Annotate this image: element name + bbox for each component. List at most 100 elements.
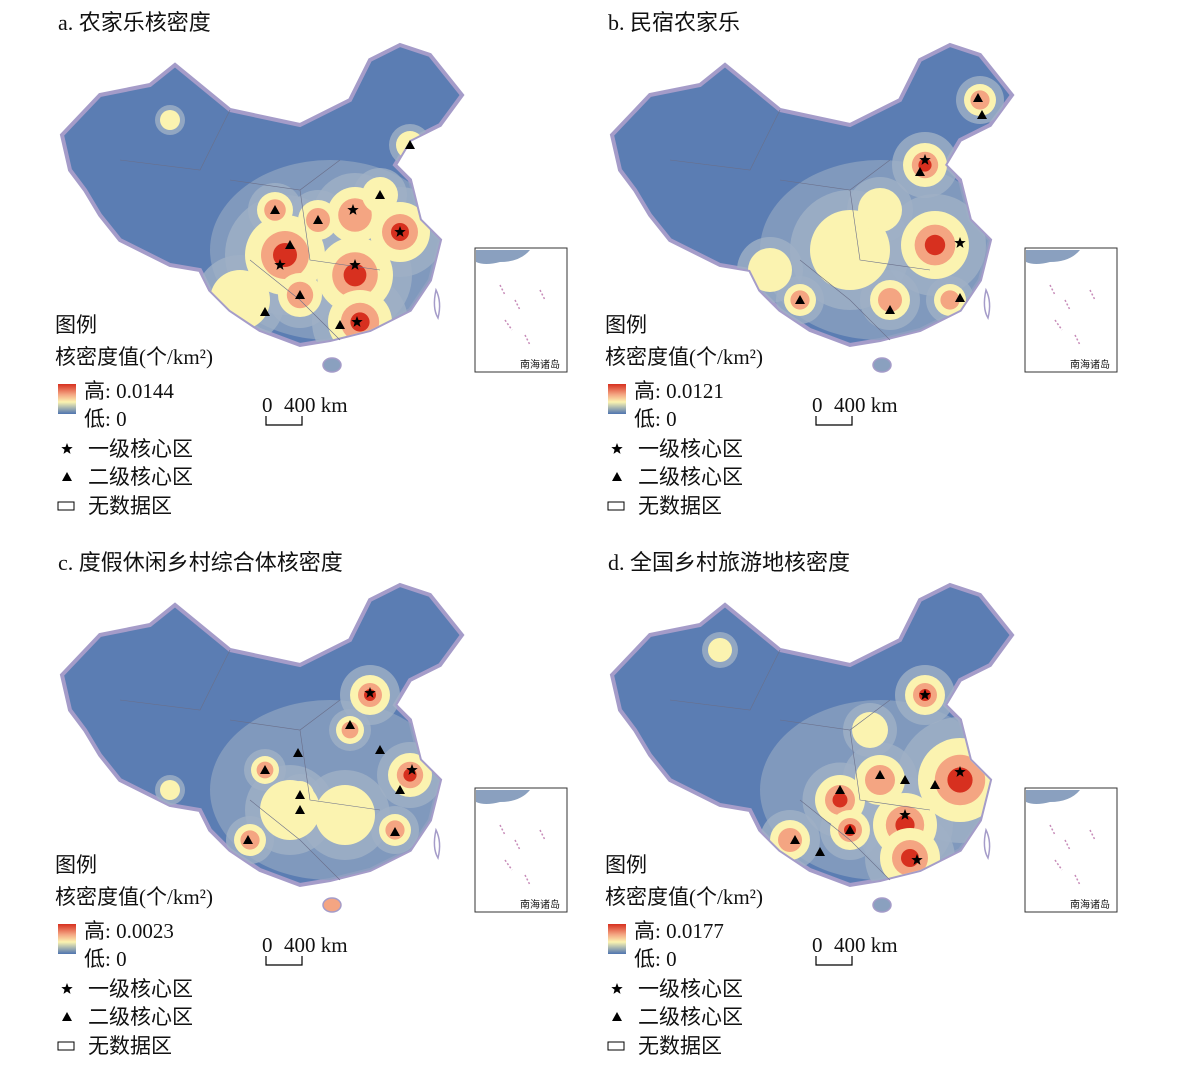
density-spot [924,234,946,256]
core-1-marker [954,766,966,777]
core-1-marker [406,764,418,775]
core-2-marker [405,140,415,149]
scale-label: 400 km [834,933,898,957]
density-spot [708,638,732,662]
core-2-marker [977,110,987,119]
legend-star [611,443,623,454]
hainan [872,897,892,913]
panel-title: c. 度假休闲乡村综合体核密度 [58,550,343,575]
inset-coast [476,790,530,804]
density-spot [858,188,902,232]
legend-core2: 二级核心区 [638,465,743,489]
legend-nodata-label: 无数据区 [638,494,722,518]
province-lines [669,649,931,881]
density-layer [155,105,450,345]
core-1-marker [351,316,363,327]
hainan [322,897,342,913]
legend-core1: 一级核心区 [88,977,193,1001]
density-spot [315,785,375,845]
core-1-marker [349,259,361,270]
core-2-marker [295,805,305,814]
inset-coast [1026,790,1080,804]
panel-title: a. 农家乐核密度 [58,10,211,35]
core-2-marker [973,93,983,102]
legend-title: 图例 [605,853,647,877]
legend-nodata-label: 无数据区 [88,494,172,518]
legend-triangle [612,1012,622,1021]
core-2-marker [395,785,405,794]
inset-frame [474,247,568,373]
core-2-marker [285,240,295,249]
legend-gradient [608,384,626,414]
legend-high: 高: 0.0023 [84,919,174,943]
legend-low: 低: 0 [634,407,677,431]
scale-zero: 0 [812,933,823,957]
density-spot [160,780,180,800]
legend-nodata [57,1041,75,1051]
core-1-marker [911,854,923,865]
core-2-marker [243,835,253,844]
inset-coast [1026,250,1080,264]
legend-nodata [607,501,625,511]
density-layer [737,76,1004,340]
core-2-marker [815,847,825,856]
inset-label: 南海诸岛 [520,898,560,911]
legend-triangle [62,472,72,481]
density-spot [878,288,902,312]
core-2-marker [795,295,805,304]
core-2-marker [930,780,940,789]
inset-label: 南海诸岛 [1070,898,1110,911]
inset-frame [1024,787,1118,913]
taiwan [433,287,441,320]
density-spot [341,721,359,739]
legend-low: 低: 0 [634,947,677,971]
inset-frame [474,787,568,913]
legend-nodata [57,501,75,511]
core-2-marker [915,167,925,176]
core-1-marker [394,226,406,237]
core-2-marker [390,827,400,836]
density-spot [810,210,890,290]
core-2-marker [375,745,385,754]
legend-nodata-label: 无数据区 [638,1034,722,1058]
legend-core2: 二级核心区 [88,1005,193,1029]
legend-subtitle: 核密度值(个/km²) [55,885,213,909]
scale-label: 400 km [284,393,348,417]
density-spot [918,158,932,172]
density-spot [778,828,802,852]
inset-islands [1049,284,1096,346]
legend-high: 高: 0.0144 [84,379,174,403]
core-1-marker [954,237,966,248]
panel-title: d. 全国乡村旅游地核密度 [608,550,850,575]
legend-low: 低: 0 [84,947,127,971]
legend-gradient [608,924,626,954]
hainan [872,357,892,373]
inset-frame [1024,247,1118,373]
core-2-marker [293,748,303,757]
inset-label: 南海诸岛 [520,358,560,371]
legend-core2: 二级核心区 [88,465,193,489]
core-2-marker [295,290,305,299]
density-spot [260,780,320,840]
scale-zero: 0 [262,393,273,417]
core-1-marker [274,259,286,270]
province-lines [669,109,931,341]
hainan [322,357,342,373]
density-spot [160,110,180,130]
density-spot [748,248,792,292]
core-2-marker [313,215,323,224]
core-1-marker [364,687,376,698]
taiwan [433,827,441,860]
inset-islands [1049,824,1096,886]
core-2-marker [835,785,845,794]
scale-zero: 0 [262,933,273,957]
core-2-marker [270,205,280,214]
density-spot [343,263,367,287]
scale-label: 400 km [834,393,898,417]
province-lines [119,649,381,881]
core-2-marker [845,825,855,834]
legend-core2: 二级核心区 [638,1005,743,1029]
